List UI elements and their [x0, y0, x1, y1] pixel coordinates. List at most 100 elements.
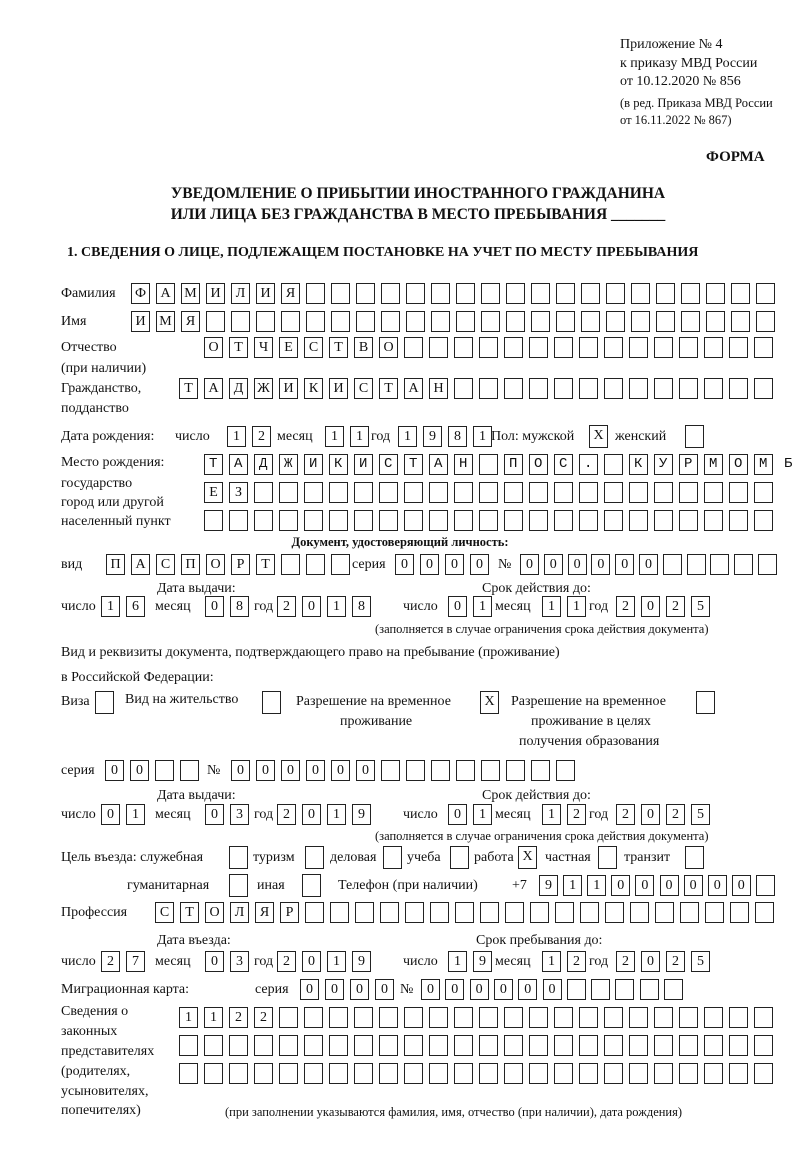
surname-cell[interactable]	[681, 283, 700, 304]
mig-number-cell[interactable]: 0	[518, 979, 538, 1000]
citizenship-cell[interactable]: И	[329, 378, 348, 399]
doc-type-cell[interactable]: Р	[231, 554, 250, 575]
name-cell[interactable]	[306, 311, 325, 332]
doc-series-cell[interactable]: 0	[445, 554, 464, 575]
phone-cell[interactable]: 0	[707, 875, 727, 896]
reps1-cell[interactable]	[304, 1007, 323, 1028]
reps3-cell[interactable]	[704, 1063, 723, 1084]
citizenship-cell[interactable]: С	[354, 378, 373, 399]
mig-number-cell[interactable]	[639, 979, 659, 1000]
name-cell[interactable]	[331, 311, 350, 332]
doc-issue-day-cell[interactable]: 6	[126, 596, 145, 617]
doc-series-cell[interactable]: 0	[420, 554, 439, 575]
birthplace2-cell[interactable]	[254, 482, 273, 503]
surname-cell[interactable]: А	[156, 283, 175, 304]
patronymic-cell[interactable]	[704, 337, 723, 358]
doc-issue-year-cell[interactable]: 2	[277, 596, 296, 617]
surname-cell[interactable]	[656, 283, 675, 304]
doc-exp-year-cell[interactable]: 0	[641, 596, 660, 617]
citizenship-cell[interactable]: И	[279, 378, 298, 399]
checkbox-p-private[interactable]	[598, 846, 617, 869]
patronymic-cell[interactable]: О	[379, 337, 398, 358]
mig-number-cell[interactable]: 0	[421, 979, 440, 1000]
reps2-cell[interactable]	[304, 1035, 323, 1056]
citizenship-cell[interactable]	[504, 378, 523, 399]
surname-cell[interactable]	[731, 283, 750, 304]
doc-issue-year-cell[interactable]: 1	[327, 596, 346, 617]
stay-year-cell[interactable]: 2	[616, 951, 635, 972]
birthplace3-cell[interactable]	[579, 510, 598, 531]
doc-issue-month-cell[interactable]: 8	[230, 596, 249, 617]
citizenship-cell[interactable]: Ж	[254, 378, 273, 399]
phone-cell[interactable]: 0	[731, 875, 751, 896]
phone-cell[interactable]: 0	[611, 875, 631, 896]
birthplace3-cell[interactable]	[529, 510, 548, 531]
birthplace3-cell[interactable]	[204, 510, 223, 531]
patronymic-cell[interactable]: В	[354, 337, 373, 358]
birthplace3-cell[interactable]	[754, 510, 773, 531]
reps1-cell[interactable]: 2	[254, 1007, 273, 1028]
name-cell[interactable]	[431, 311, 450, 332]
checkbox-trp[interactable]: X	[480, 691, 499, 714]
reps1-cell[interactable]	[279, 1007, 298, 1028]
reps1-cell[interactable]	[379, 1007, 398, 1028]
birthplace1-cell[interactable]	[554, 454, 573, 475]
reps2-cell[interactable]	[454, 1035, 473, 1056]
patronymic-cell[interactable]	[679, 337, 698, 358]
doc-series-cell[interactable]: 0	[470, 554, 489, 575]
profession-cell[interactable]	[580, 902, 599, 923]
doc-type-cell[interactable]: А	[131, 554, 150, 575]
mig-series-cell[interactable]: 0	[375, 979, 394, 1000]
stay-year-cell[interactable]: 0	[641, 951, 660, 972]
birthplace2-cell[interactable]	[579, 482, 598, 503]
name-cell[interactable]: М	[156, 311, 175, 332]
reps3-cell[interactable]	[229, 1063, 248, 1084]
permit-number-cell[interactable]	[381, 760, 400, 781]
citizenship-cell[interactable]	[454, 378, 473, 399]
reps3-cell[interactable]	[404, 1063, 423, 1084]
patronymic-cell[interactable]: Т	[329, 337, 348, 358]
profession-cell[interactable]	[305, 902, 324, 923]
patronymic-cell[interactable]: Т	[229, 337, 248, 358]
doc-number-cell[interactable]	[734, 554, 754, 575]
doc-type-cell[interactable]	[281, 554, 300, 575]
birthplace2-cell[interactable]	[429, 482, 448, 503]
reps2-cell[interactable]	[754, 1035, 773, 1056]
birthplace2-cell[interactable]	[279, 482, 298, 503]
entry-day-cell[interactable]: 7	[126, 951, 145, 972]
citizenship-cell[interactable]	[729, 378, 748, 399]
birthplace1-cell[interactable]	[429, 454, 448, 475]
name-cell[interactable]: Я	[181, 311, 200, 332]
reps2-cell[interactable]	[254, 1035, 273, 1056]
stay-year-cell[interactable]: 2	[666, 951, 685, 972]
surname-cell[interactable]	[531, 283, 550, 304]
reps3-cell[interactable]	[679, 1063, 698, 1084]
birthplace2-cell[interactable]	[704, 482, 723, 503]
birthplace3-cell[interactable]	[679, 510, 698, 531]
permit-issue-year-cell[interactable]: 0	[302, 804, 321, 825]
reps3-cell[interactable]	[254, 1063, 273, 1084]
patronymic-cell[interactable]	[454, 337, 473, 358]
name-cell[interactable]	[606, 311, 625, 332]
surname-cell[interactable]: Л	[231, 283, 250, 304]
phone-cell[interactable]: 9	[539, 875, 558, 896]
patronymic-cell[interactable]: С	[304, 337, 323, 358]
reps2-cell[interactable]	[404, 1035, 423, 1056]
name-cell[interactable]	[281, 311, 300, 332]
profession-cell[interactable]	[630, 902, 649, 923]
permit-number-cell[interactable]	[406, 760, 425, 781]
surname-cell[interactable]	[406, 283, 425, 304]
birthplace2-cell[interactable]	[304, 482, 323, 503]
surname-cell[interactable]: М	[181, 283, 200, 304]
phone-cell[interactable]: 0	[635, 875, 655, 896]
checkbox-sex-male[interactable]: X	[589, 425, 608, 448]
doc-number-cell[interactable]	[686, 554, 706, 575]
surname-cell[interactable]	[556, 283, 575, 304]
birthplace2-cell[interactable]: З	[229, 482, 248, 503]
patronymic-cell[interactable]	[504, 337, 523, 358]
name-cell[interactable]	[581, 311, 600, 332]
doc-number-cell[interactable]: 0	[520, 554, 539, 575]
mig-number-cell[interactable]	[615, 979, 635, 1000]
reps1-cell[interactable]	[329, 1007, 348, 1028]
permit-number-cell[interactable]	[506, 760, 525, 781]
